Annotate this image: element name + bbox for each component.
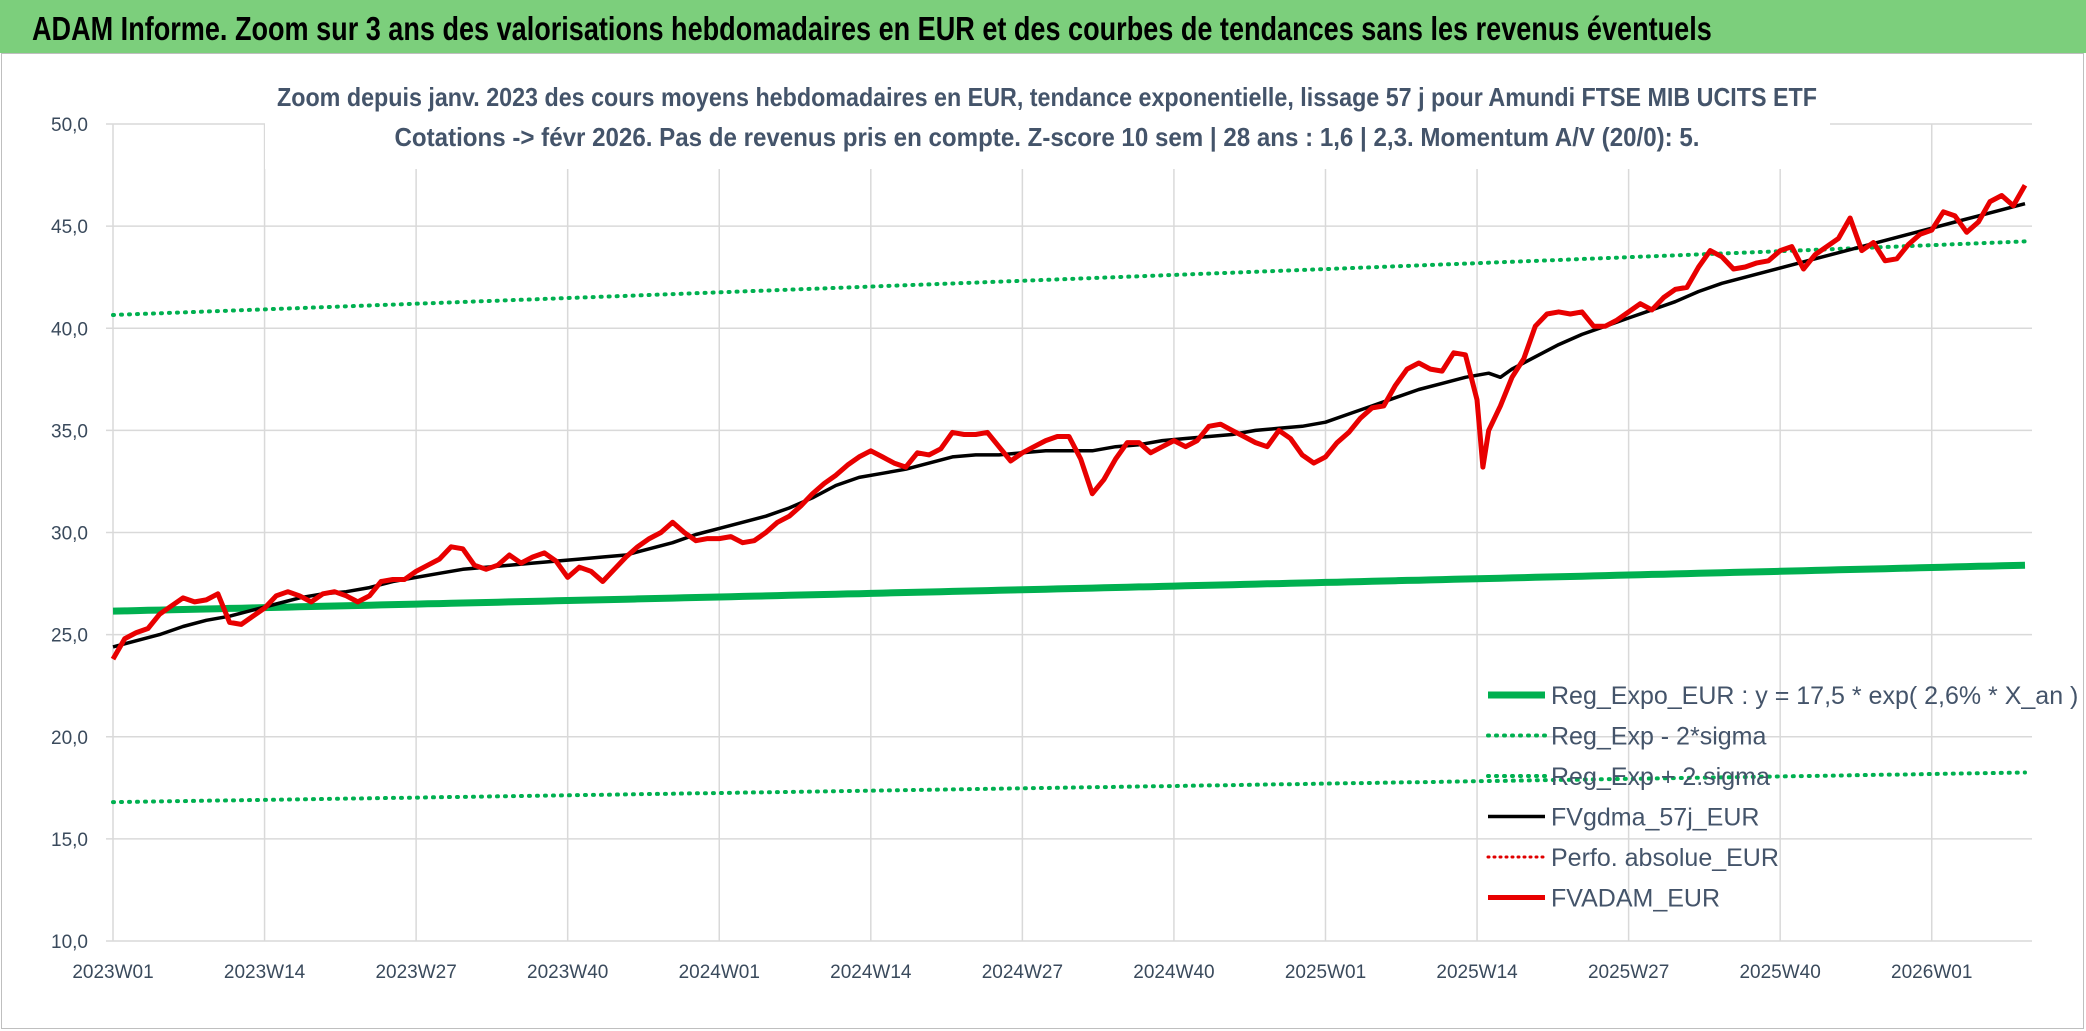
price-line [110, 184, 2028, 661]
x-tick-label: 2025W01 [1285, 962, 1366, 983]
legend-trend-label: Reg_Expo_EUR : y = 17,5 * exp( 2,6% * X_… [1551, 682, 2078, 710]
x-tick-label: 2023W01 [72, 962, 153, 983]
y-tick-label: 40,0 [51, 319, 88, 340]
y-tick-label: 35,0 [51, 421, 88, 442]
moving-average-line [112, 202, 2026, 649]
y-tick-label: 30,0 [51, 524, 88, 545]
y-tick-label: 20,0 [51, 728, 88, 749]
x-tick-label: 2024W01 [679, 962, 760, 983]
legend-price-label: FVADAM_EUR [1551, 885, 1720, 913]
x-tick-label: 2024W14 [830, 962, 912, 983]
x-tick-label: 2023W27 [375, 962, 456, 983]
legend-moving-average-label: FVgdma_57j_EUR [1551, 804, 1759, 832]
legend-absolute-perf-label: Perfo. absolue_EUR [1551, 844, 1779, 872]
legend: Reg_Expo_EUR : y = 17,5 * exp( 2,6% * X_… [1486, 682, 2078, 913]
x-tick-label: 2023W40 [527, 962, 608, 983]
report-title: ADAM Informe. Zoom sur 3 ans des valoris… [32, 10, 1712, 47]
x-tick-label: 2025W14 [1436, 962, 1518, 983]
y-tick-label: 10,0 [51, 932, 88, 953]
title-background [265, 79, 1830, 169]
chart-title-line2: Cotations -> févr 2026. Pas de revenus p… [395, 122, 1700, 152]
chart-frame: 50,0 45,0 40,0 35,0 30,0 25,0 20,0 15,0 10,0 202… [1, 53, 2084, 1029]
x-tick-label: 2024W27 [982, 962, 1063, 983]
y-tick-label: 15,0 [51, 830, 88, 851]
y-tick-label: 45,0 [51, 217, 88, 238]
x-tick-label: 2026W01 [1891, 962, 1972, 983]
legend-band-lower-label: Reg_Exp - 2*sigma [1551, 723, 1766, 751]
chart-title-line1: Zoom depuis janv. 2023 des cours moyens … [277, 82, 1817, 112]
trend-line [112, 561, 2026, 615]
grid [106, 123, 2032, 942]
y-tick-label: 25,0 [51, 626, 88, 647]
x-tick-label: 2024W40 [1133, 962, 1214, 983]
x-tick-label: 2025W27 [1588, 962, 1669, 983]
band-lower-line [111, 770, 2027, 805]
y-axis-ticks: 50,0 45,0 40,0 35,0 30,0 25,0 20,0 15,0 10,0 [51, 115, 88, 953]
y-tick-label: 50,0 [51, 115, 88, 136]
report-banner: ADAM Informe. Zoom sur 3 ans des valoris… [0, 0, 2086, 53]
line-chart: 50,0 45,0 40,0 35,0 30,0 25,0 20,0 15,0 10,0 202… [51, 79, 2078, 983]
series-layer [110, 184, 2028, 805]
x-axis-ticks: 2023W01 2023W14 2023W27 2023W40 2024W01 2024W… [72, 962, 1972, 983]
x-tick-label: 2025W40 [1739, 962, 1820, 983]
legend-band-upper-label: Reg_Exp + 2.sigma [1551, 763, 1770, 791]
x-tick-label: 2023W14 [224, 962, 306, 983]
